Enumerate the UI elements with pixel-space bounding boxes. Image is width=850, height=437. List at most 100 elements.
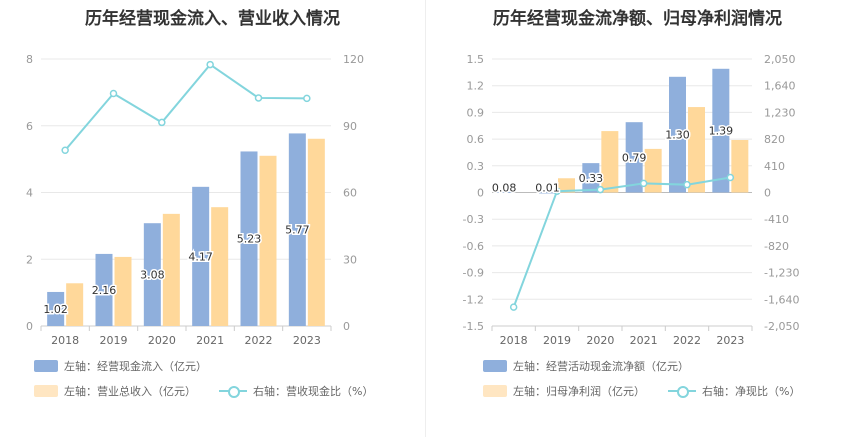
right-bar-series1: [539, 192, 556, 194]
left-bar-series1: [240, 151, 258, 326]
left-legend-revenue[interactable]: 左轴：营业总收入（亿元）: [34, 383, 196, 399]
right-data-label: 1.39: [709, 125, 734, 138]
right-x-tick-label: 2019: [543, 334, 571, 347]
left-data-label: 3.08: [140, 269, 165, 282]
left-x-tick-label: 2021: [196, 334, 224, 347]
right-right-tick-label: -820: [764, 240, 789, 253]
right-left-tick-label: 0.3: [467, 160, 485, 173]
right-x-tick-label: 2022: [673, 334, 701, 347]
panel-divider: [425, 0, 426, 437]
left-ratio-point: [158, 118, 166, 127]
right-right-tick-label: 0: [764, 187, 771, 200]
left-bar-series1: [192, 186, 210, 326]
left-data-label: 4.17: [188, 250, 213, 263]
legend-swatch-blue: [34, 360, 58, 372]
right-right-tick-label: -1,640: [764, 293, 799, 306]
right-right-tick-label: -410: [764, 213, 789, 226]
left-right-tick-label: 90: [343, 120, 357, 133]
left-data-label: 5.77: [285, 224, 310, 237]
right-ratio-point: [553, 187, 561, 195]
right-data-label: 0.33: [579, 172, 604, 185]
right-bar-series1: [495, 191, 513, 193]
right-left-tick-label: 0.6: [467, 133, 485, 146]
legend-swatch-orange: [483, 385, 507, 397]
right-left-tick-label: 0.9: [467, 106, 485, 119]
left-ratio-point: [254, 94, 263, 102]
right-left-tick-label: -0.3: [463, 213, 484, 226]
left-left-tick-label: 2: [26, 253, 33, 266]
left-left-tick-label: 4: [26, 187, 33, 200]
legend-label: 右轴：营收现金比（%）: [253, 385, 374, 398]
legend-label: 左轴：营业总收入（亿元）: [64, 385, 196, 398]
right-x-tick-label: 2023: [716, 334, 744, 347]
right-legend-net-profit[interactable]: 左轴：归母净利润（亿元）: [483, 383, 645, 399]
right-left-tick-label: 1.5: [467, 53, 485, 66]
right-data-label: 0.01: [535, 182, 560, 195]
left-right-tick-label: 60: [343, 187, 357, 200]
right-bar-series2: [601, 131, 619, 193]
right-right-tick-label: 820: [764, 133, 785, 146]
right-chart-svg: -1.5 -2,050 -1.2 -1,640 -0.9 -1,230 -0.6 -820 -0…: [463, 53, 800, 347]
right-left-tick-label: -0.6: [463, 240, 484, 253]
left-left-tick-label: 6: [26, 120, 33, 133]
left-left-tick-label: 0: [26, 320, 33, 333]
right-legend-ratio[interactable]: 右轴：净现比（%）: [668, 383, 800, 399]
legend-swatch-orange: [34, 385, 58, 397]
left-data-label: 2.16: [92, 284, 117, 297]
left-chart-svg: 0 0 2 30 4 60 6 90 8 120 2018 2019 2020 2021 2022 2023 1…: [26, 53, 364, 347]
left-x-tick-label: 2020: [148, 334, 176, 347]
left-x-tick-label: 2019: [100, 334, 128, 347]
right-data-label: 0.08: [492, 182, 517, 195]
left-bar-series2: [211, 207, 229, 326]
left-chart-panel: 历年经营现金流入、营业收入情况 0 0 2 30 4 60 6 90 8 120 2018 2019 2…: [26, 9, 373, 399]
right-left-tick-label: -0.9: [463, 267, 484, 280]
right-data-label: 0.79: [622, 151, 647, 164]
right-ratio-point: [639, 179, 648, 188]
right-left-tick-label: 1.2: [467, 80, 485, 93]
right-left-tick-label: 0: [477, 187, 484, 200]
left-ratio-point: [109, 89, 118, 98]
left-ratio-point: [206, 60, 214, 69]
left-data-label: 1.02: [43, 303, 68, 316]
left-legend-cash-inflow[interactable]: 左轴：经营现金流入（亿元）: [34, 358, 207, 374]
left-legend-ratio[interactable]: 右轴：营收现金比（%）: [219, 383, 373, 399]
legend-line-icon: [668, 385, 696, 398]
right-data-label: 1.30: [665, 129, 690, 142]
legend-line-icon: [219, 385, 247, 398]
right-right-tick-label: -2,050: [764, 320, 799, 333]
left-bar-series1: [143, 223, 161, 326]
left-ratio-point: [61, 146, 69, 154]
right-chart-title: 历年经营现金流净额、归母净利润情况: [493, 9, 782, 29]
right-x-tick-label: 2021: [630, 334, 658, 347]
left-right-tick-label: 120: [343, 53, 364, 66]
left-bar-series2: [114, 256, 132, 326]
legend-swatch-blue: [483, 360, 507, 372]
left-bar-series1: [47, 291, 65, 326]
left-chart-title: 历年经营现金流入、营业收入情况: [85, 9, 340, 29]
left-bar-series2: [66, 283, 84, 326]
right-right-tick-label: 1,230: [764, 106, 796, 119]
right-ratio-point: [683, 180, 691, 189]
left-bar-series1: [288, 133, 306, 326]
left-bar-series2: [307, 138, 325, 326]
right-ratio-point: [596, 185, 605, 194]
legend-label: 左轴：经营现金流入（亿元）: [64, 360, 207, 373]
right-x-tick-label: 2020: [586, 334, 614, 347]
right-right-tick-label: 1,640: [764, 80, 796, 93]
left-bar-series2: [162, 213, 180, 326]
legend-label: 左轴：经营活动现金流净额（亿元）: [513, 360, 689, 373]
legend-label: 右轴：净现比（%）: [702, 385, 801, 398]
right-ratio-point: [509, 303, 518, 311]
right-legend-net-cash[interactable]: 左轴：经营活动现金流净额（亿元）: [483, 358, 689, 374]
right-right-tick-label: -1,230: [764, 267, 799, 280]
left-bar-series1: [95, 253, 113, 326]
left-right-tick-label: 0: [343, 320, 350, 333]
left-ratio-line: [64, 63, 307, 151]
right-bar-series2: [688, 107, 705, 193]
left-left-tick-label: 8: [26, 53, 33, 66]
right-bar-series2: [731, 139, 749, 193]
left-x-tick-label: 2023: [293, 334, 321, 347]
right-left-tick-label: -1.5: [463, 320, 484, 333]
right-bar-series1: [582, 163, 600, 193]
right-ratio-line: [512, 176, 731, 308]
